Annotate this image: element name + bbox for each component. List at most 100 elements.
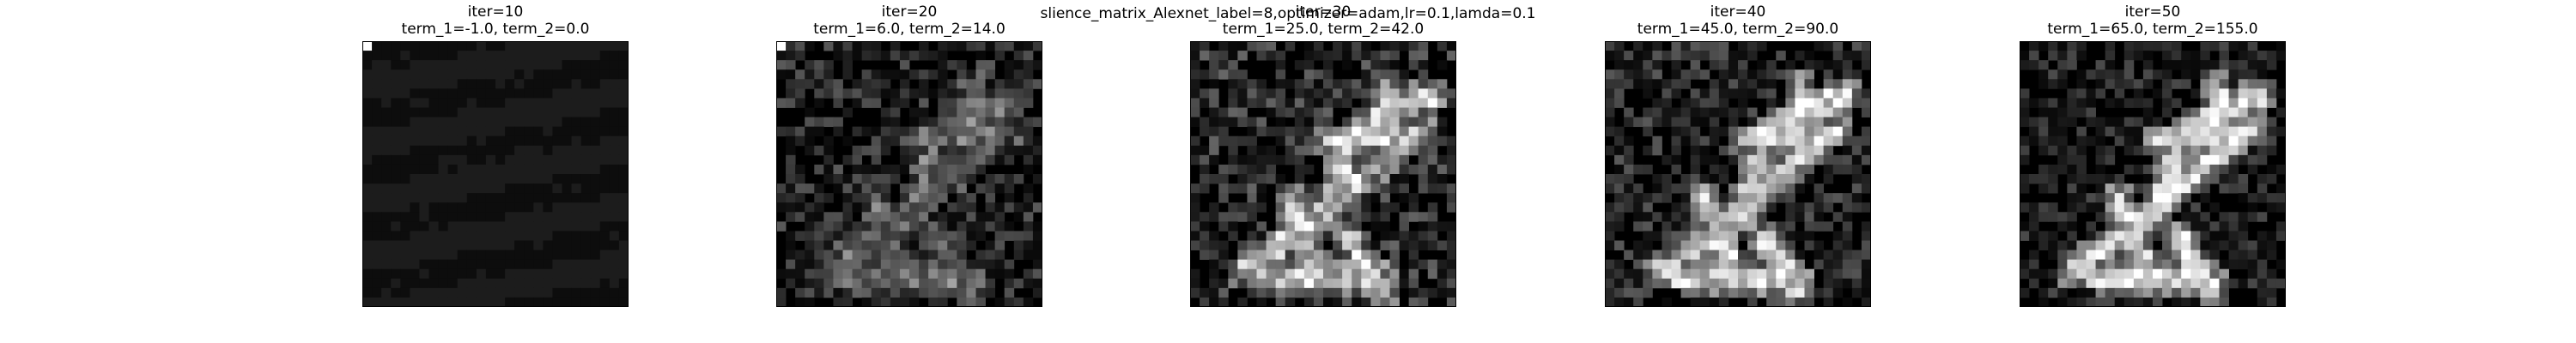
- heatmap-cell: [985, 126, 996, 137]
- heatmap-cell: [1747, 278, 1758, 289]
- heatmap-cell: [533, 107, 544, 117]
- heatmap-cell: [2142, 126, 2154, 137]
- heatmap-cell: [562, 184, 572, 194]
- heatmap-cell: [1370, 145, 1381, 156]
- heatmap-cell: [580, 268, 592, 280]
- heatmap-cell: [1023, 88, 1034, 99]
- heatmap-cell: [909, 88, 920, 99]
- heatmap-cell: [1303, 69, 1315, 80]
- heatmap-cell: [428, 164, 439, 175]
- heatmap-cell: [957, 297, 967, 307]
- heatmap-cell: [1728, 60, 1739, 70]
- heatmap-cell: [1237, 107, 1248, 117]
- heatmap-cell: [1352, 193, 1362, 203]
- heatmap-cell: [562, 126, 572, 137]
- heatmap-cell: [410, 221, 420, 232]
- heatmap-cell: [899, 145, 910, 156]
- heatmap-cell: [1023, 221, 1034, 232]
- heatmap-cell: [2181, 184, 2191, 194]
- heatmap-cell: [2142, 145, 2154, 156]
- heatmap-cell: [1380, 268, 1390, 280]
- heatmap-cell: [514, 297, 525, 307]
- heatmap-cell: [1643, 268, 1653, 280]
- heatmap-cell: [957, 268, 967, 280]
- heatmap-cell: [2228, 154, 2239, 165]
- heatmap-cell: [1671, 240, 1681, 250]
- heatmap-cell: [1418, 145, 1429, 156]
- heatmap-cell: [2086, 278, 2096, 289]
- heatmap-cell: [985, 278, 996, 289]
- heatmap-cell: [1804, 117, 1814, 128]
- heatmap-cell: [590, 231, 601, 241]
- heatmap-cell: [2181, 117, 2191, 128]
- heatmap-cell: [890, 164, 901, 175]
- panel-title-iter: iter=20: [881, 3, 938, 21]
- heatmap-cell: [1643, 41, 1653, 51]
- heatmap-cell: [1643, 202, 1653, 213]
- heatmap-cell: [786, 51, 796, 61]
- heatmap-cell: [1633, 69, 1643, 80]
- heatmap-cell: [1814, 145, 1825, 156]
- heatmap-cell: [1832, 107, 1844, 117]
- heatmap-cell: [1342, 79, 1352, 89]
- heatmap-cell: [1437, 79, 1448, 89]
- heatmap-cell: [2114, 174, 2125, 184]
- heatmap-cell: [2067, 212, 2077, 222]
- heatmap-cell: [1814, 98, 1825, 108]
- heatmap-cell: [381, 107, 392, 117]
- heatmap-cell: [2190, 51, 2201, 61]
- heatmap-cell: [495, 117, 506, 128]
- heatmap-cell: [1728, 184, 1739, 194]
- heatmap-cell: [1323, 60, 1334, 70]
- heatmap-cell: [2038, 145, 2049, 156]
- heatmap-cell: [928, 164, 939, 175]
- heatmap-cell: [2209, 88, 2220, 99]
- heatmap-cell: [814, 193, 824, 203]
- heatmap-cell: [975, 126, 986, 137]
- heatmap-axes: [1605, 41, 1871, 307]
- heatmap-cell: [1380, 193, 1390, 203]
- heatmap-cell: [543, 88, 553, 99]
- heatmap-cell: [899, 202, 910, 213]
- heatmap-cell: [2038, 60, 2049, 70]
- heatmap-cell: [2247, 98, 2258, 108]
- heatmap-cell: [1209, 250, 1219, 261]
- heatmap-cell: [2219, 212, 2229, 222]
- heatmap-cell: [1814, 117, 1825, 128]
- heatmap-cell: [1418, 79, 1429, 89]
- heatmap-cell: [833, 287, 843, 298]
- heatmap-cell: [543, 107, 553, 117]
- heatmap-cell: [2266, 202, 2277, 213]
- heatmap-cell: [1342, 117, 1352, 128]
- heatmap-cell: [2219, 117, 2229, 128]
- heatmap-cell: [476, 297, 487, 307]
- heatmap-cell: [975, 98, 986, 108]
- heatmap-cell: [1323, 250, 1334, 261]
- heatmap-cell: [1614, 51, 1625, 61]
- heatmap-cell: [1842, 268, 1853, 280]
- heatmap-cell: [1804, 278, 1814, 289]
- heatmap-cell: [2142, 212, 2154, 222]
- heatmap-cell: [1313, 145, 1324, 156]
- heatmap-cell: [919, 154, 929, 165]
- heatmap-cell: [1680, 250, 1692, 261]
- heatmap-cell: [362, 154, 373, 165]
- heatmap-cell: [362, 278, 373, 289]
- heatmap-cell: [533, 250, 544, 261]
- heatmap-cell: [966, 268, 976, 280]
- heatmap-cell: [1795, 88, 1805, 99]
- heatmap-cell: [1605, 278, 1615, 289]
- heatmap-cell: [1861, 107, 1871, 117]
- heatmap-cell: [1614, 221, 1625, 232]
- heatmap-cell: [2181, 231, 2191, 241]
- heatmap-cell: [1266, 174, 1277, 184]
- heatmap-cell: [476, 164, 487, 175]
- heatmap-cell: [1437, 88, 1448, 99]
- heatmap-cell: [410, 145, 420, 156]
- heatmap-cell: [609, 98, 620, 108]
- heatmap-cell: [1718, 297, 1729, 307]
- heatmap-cell: [1032, 154, 1042, 165]
- heatmap-cell: [1294, 268, 1305, 280]
- heatmap-cell: [805, 79, 815, 89]
- heatmap-cell: [776, 297, 787, 307]
